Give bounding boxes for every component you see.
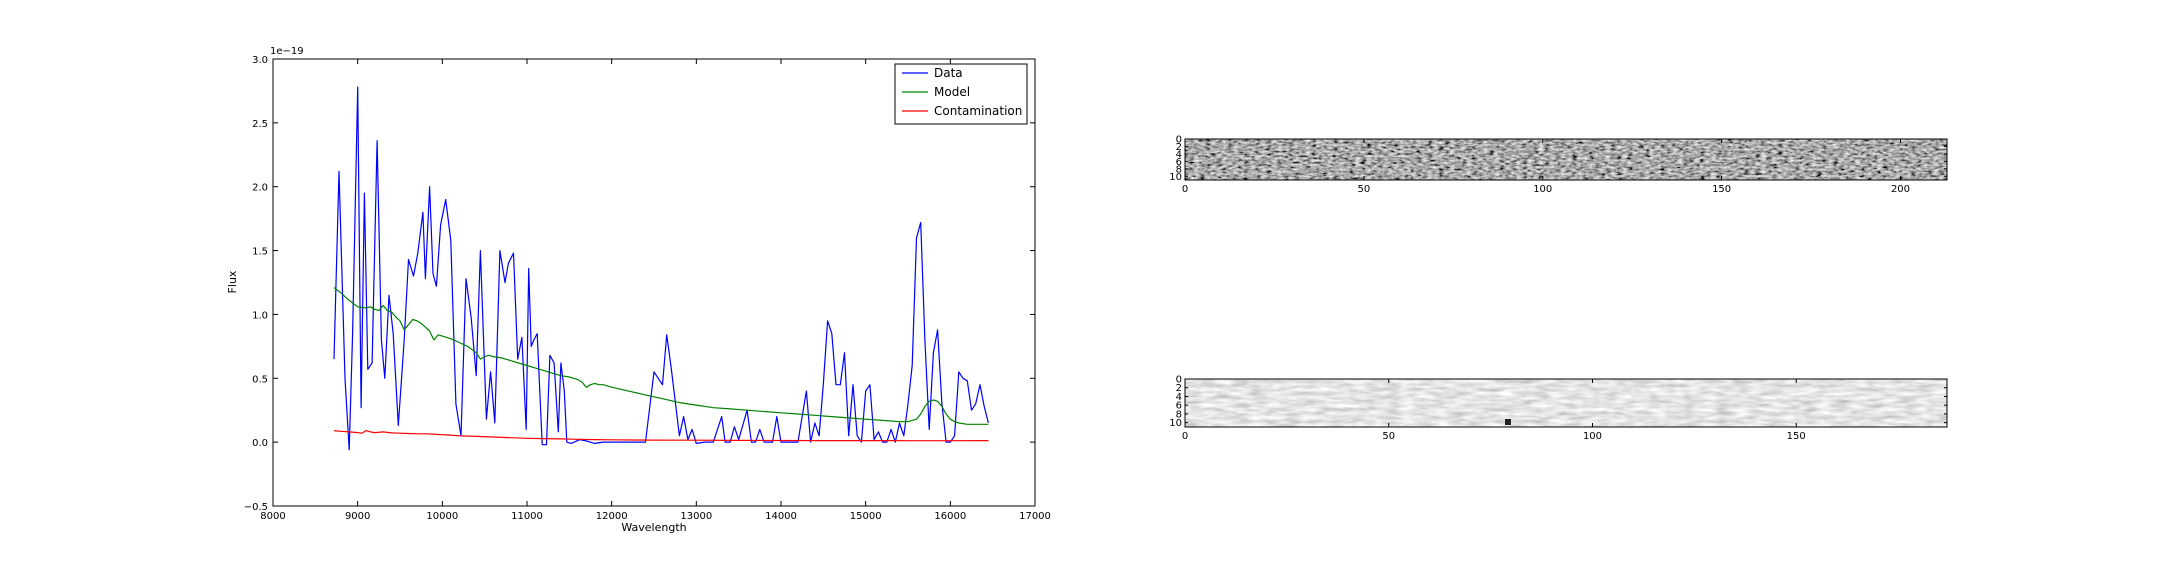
image-pixels (1185, 379, 1947, 427)
x-tick-label: 150 (1712, 184, 1731, 195)
y-tick-label: 2 (1176, 142, 1182, 153)
y-tick-label: 4 (1176, 392, 1182, 403)
x-tick-label: 16000 (934, 511, 966, 522)
spectrum-chart: 8000 9000 10000 11000 12000 13000 14000 15000 16… (226, 46, 1051, 534)
y-tick-label: 4 (1176, 149, 1182, 160)
x-tick-label: 50 (1358, 184, 1371, 195)
y-axis-label: Flux (226, 270, 239, 293)
legend: Data Model Contamination (894, 63, 1028, 125)
x-tick-label: 50 (1382, 431, 1395, 442)
x-tick-label: 17000 (1019, 511, 1051, 522)
y-tick-label: 0.5 (252, 374, 268, 385)
x-tick-label: 0 (1182, 431, 1188, 442)
image-frame (1184, 138, 1948, 181)
axis-ticks (272, 58, 1036, 507)
y-tick-label: 8 (1176, 409, 1182, 420)
y-tick-label: 10 (1169, 418, 1182, 429)
axis-ticks (1184, 378, 1947, 427)
y-scale-note: 1e−19 (270, 46, 304, 57)
x-tick-label: 100 (1583, 431, 1602, 442)
legend-label-contamination: Contamination (934, 104, 1022, 118)
y-tick-label: 1.0 (252, 310, 268, 321)
x-tick-label: 12000 (596, 511, 628, 522)
y-tick-label: 6 (1176, 157, 1182, 168)
x-tick-label: 15000 (850, 511, 882, 522)
legend-box (894, 63, 1028, 125)
series-line-data (333, 86, 989, 451)
x-tick-label: 8000 (260, 511, 285, 522)
series-line-contamination (333, 430, 989, 442)
y-tick-label: 2 (1176, 383, 1182, 394)
y-tick-label: 8 (1176, 164, 1182, 175)
plot-frame (272, 58, 1036, 507)
x-axis-label: Wavelength (621, 521, 686, 534)
legend-label-data: Data (934, 66, 963, 80)
x-tick-label: 150 (1787, 431, 1806, 442)
x-tick-label: 9000 (345, 511, 370, 522)
x-tick-label: 11000 (511, 511, 543, 522)
x-tick-label: 13000 (680, 511, 712, 522)
series-line-model (333, 287, 989, 425)
tick-labels: 8000 9000 10000 11000 12000 13000 14000 15000 16… (244, 55, 1051, 522)
x-tick-label: 100 (1533, 184, 1552, 195)
y-tick-label: 0 (1176, 135, 1182, 146)
y-tick-label: 6 (1176, 401, 1182, 412)
image-frame (1184, 378, 1948, 428)
y-tick-label: 0 (1176, 375, 1182, 386)
image-pixels (1185, 139, 1947, 180)
x-tick-label: 10000 (426, 511, 458, 522)
y-tick-label: 0.0 (252, 438, 268, 449)
x-tick-label: 14000 (765, 511, 797, 522)
x-tick-label: 0 (1182, 184, 1188, 195)
series-group (333, 86, 989, 451)
dark-pixel-feature (1505, 419, 1511, 425)
y-tick-label: 3.0 (252, 55, 268, 66)
axis-ticks (1184, 138, 1947, 180)
y-tick-label: 2.5 (252, 119, 268, 130)
y-tick-label: −0.5 (244, 502, 268, 513)
y-tick-label: 10 (1169, 172, 1182, 183)
y-tick-label: 1.5 (252, 247, 268, 258)
legend-label-model: Model (934, 85, 970, 99)
y-tick-label: 2.0 (252, 183, 268, 194)
x-tick-label: 200 (1891, 184, 1910, 195)
